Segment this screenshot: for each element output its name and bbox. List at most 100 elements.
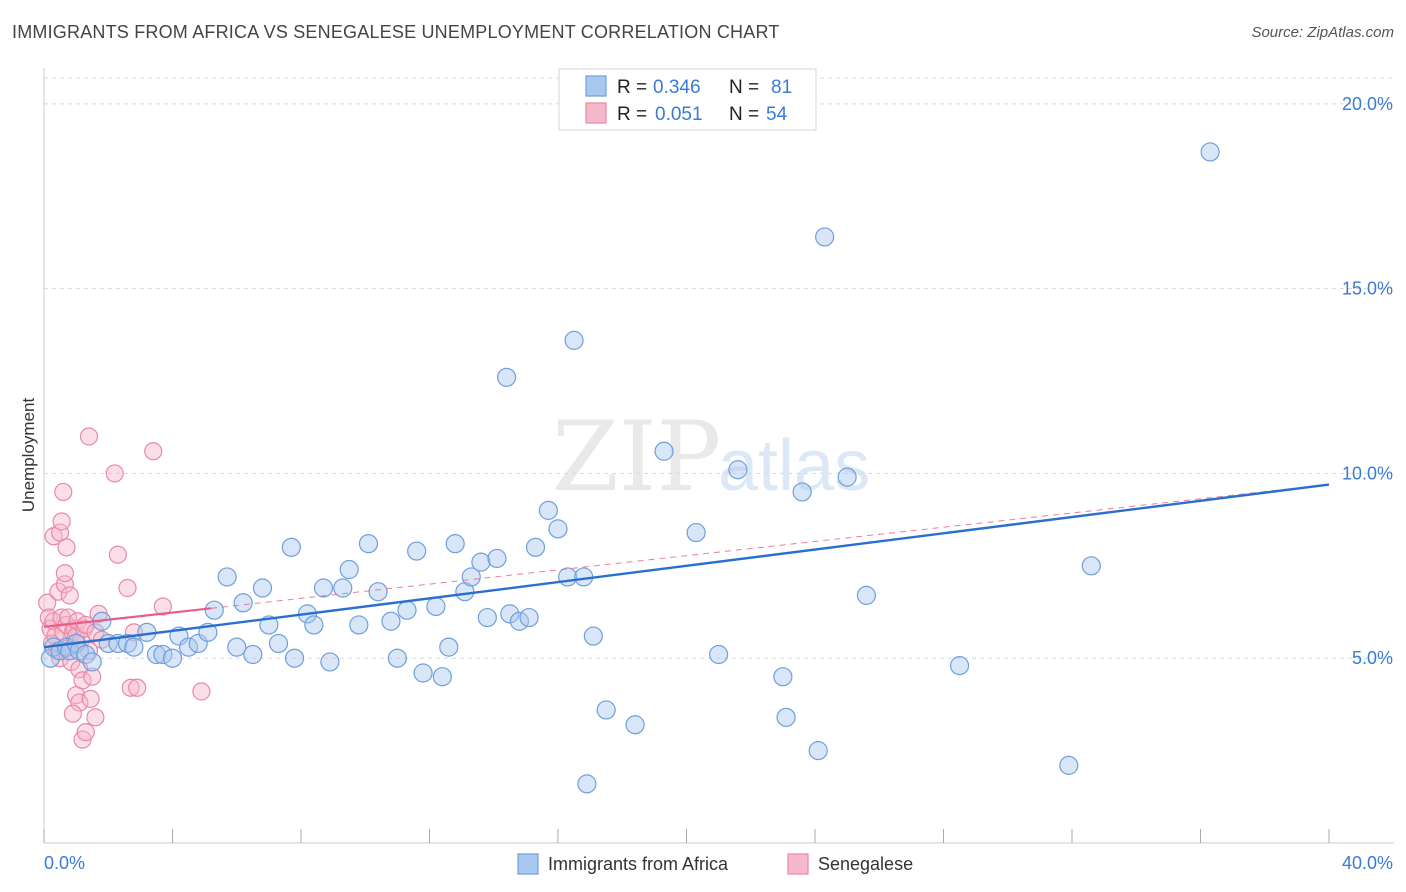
- africa-point: [313, 578, 334, 598]
- africa-point: [487, 548, 507, 569]
- bottom-legend-senegalese: Senegalese: [818, 854, 913, 874]
- legend-swatch-pink: [585, 102, 607, 124]
- y-axis-label: Unemployment: [19, 398, 38, 513]
- africa-point: [259, 615, 279, 635]
- chart-title: IMMIGRANTS FROM AFRICA VS SENEGALESE UNE…: [12, 22, 780, 42]
- senegalese-point: [118, 578, 137, 598]
- senegalese-point: [63, 704, 83, 723]
- africa-point: [349, 615, 369, 635]
- africa-point: [82, 652, 102, 672]
- africa-point: [773, 667, 793, 687]
- correlation-legend: R = 0.346 N = 81 R = 0.051 N = 54: [558, 68, 817, 131]
- africa-point: [461, 567, 481, 587]
- series-legend: Immigrants from Africa Senegalese: [517, 853, 913, 875]
- senegalese-point: [105, 464, 124, 483]
- africa-point: [949, 656, 970, 676]
- africa-point: [76, 644, 96, 665]
- senegalese-trend-extension: [210, 484, 1330, 609]
- africa-point: [233, 593, 253, 613]
- africa-point: [471, 552, 491, 572]
- africa-point: [304, 615, 324, 635]
- africa-point: [792, 482, 812, 502]
- africa-point: [217, 567, 237, 587]
- africa-point: [548, 519, 568, 539]
- africa-point: [146, 644, 167, 665]
- africa-point: [413, 663, 433, 683]
- africa-point: [497, 367, 517, 387]
- africa-point: [426, 596, 446, 617]
- africa-point: [538, 500, 558, 520]
- africa-point: [387, 648, 407, 668]
- legend-r-value-1: 0.346: [653, 77, 701, 98]
- africa-point: [1081, 556, 1101, 576]
- senegalese-point: [76, 723, 95, 742]
- africa-point: [577, 774, 597, 794]
- senegalese-point: [108, 545, 127, 564]
- africa-point: [188, 633, 208, 654]
- senegalese-point: [128, 678, 147, 697]
- africa-point: [40, 648, 61, 668]
- x-tick-labels: 0.0% 40.0%: [44, 853, 1393, 873]
- africa-point: [837, 467, 857, 487]
- legend-swatch-blue: [585, 75, 607, 97]
- africa-point: [815, 227, 835, 247]
- africa-point: [227, 637, 247, 657]
- watermark: ZIP atlas: [552, 401, 870, 513]
- y-tick-label: 5.0%: [1352, 648, 1393, 668]
- africa-point: [654, 441, 674, 461]
- africa-point: [519, 607, 539, 628]
- legend-n-label-1: N =: [729, 77, 759, 98]
- africa-point: [625, 715, 645, 735]
- africa-point: [583, 626, 603, 646]
- senegalese-point: [86, 708, 105, 727]
- y-tick-label: 15.0%: [1342, 279, 1393, 299]
- africa-points: [40, 142, 1220, 794]
- africa-point: [1200, 142, 1220, 162]
- africa-point: [397, 600, 417, 620]
- africa-point: [776, 707, 796, 727]
- africa-point: [252, 578, 273, 598]
- legend-r-label-2: R =: [617, 104, 647, 125]
- africa-point: [320, 652, 340, 672]
- africa-point: [124, 637, 144, 657]
- senegalese-point: [52, 512, 71, 531]
- africa-point: [381, 611, 401, 631]
- x-tick-label-max: 40.0%: [1342, 853, 1393, 873]
- legend-n-value-1: 81: [771, 77, 792, 98]
- africa-point: [407, 541, 427, 561]
- africa-point: [509, 611, 530, 631]
- watermark-atlas: atlas: [718, 426, 870, 506]
- y-tick-labels: 5.0% 10.0% 15.0% 20.0%: [1342, 94, 1393, 668]
- senegalese-trend-line: [43, 607, 212, 628]
- africa-point: [1059, 755, 1079, 775]
- africa-point: [243, 644, 263, 665]
- senegalese-point: [55, 564, 74, 583]
- y-tick-label: 20.0%: [1342, 94, 1393, 114]
- africa-point: [178, 637, 199, 657]
- africa-point: [368, 582, 388, 602]
- senegalese-point: [81, 689, 100, 708]
- senegalese-point: [38, 593, 57, 612]
- africa-point: [284, 648, 305, 668]
- africa-point: [525, 537, 546, 557]
- senegalese-point: [60, 586, 79, 605]
- senegalese-point: [153, 597, 172, 616]
- legend-n-label-2: N =: [729, 104, 759, 125]
- senegalese-point: [83, 667, 102, 686]
- africa-point: [432, 667, 452, 687]
- senegalese-point: [70, 693, 89, 712]
- trend-lines: [43, 483, 1330, 649]
- senegalese-point: [57, 538, 76, 557]
- senegalese-point: [49, 582, 68, 601]
- africa-point: [709, 644, 729, 665]
- africa-point: [358, 534, 379, 554]
- senegalese-point: [144, 442, 163, 461]
- legend-n-value-2: 54: [766, 104, 788, 125]
- africa-point: [204, 600, 224, 620]
- africa-point: [558, 567, 578, 587]
- africa-point: [808, 741, 828, 761]
- legend-r-value-2: 0.051: [655, 104, 703, 125]
- source-label: Source: ZipAtlas.com: [1251, 24, 1394, 41]
- watermark-zip: ZIP: [552, 401, 721, 513]
